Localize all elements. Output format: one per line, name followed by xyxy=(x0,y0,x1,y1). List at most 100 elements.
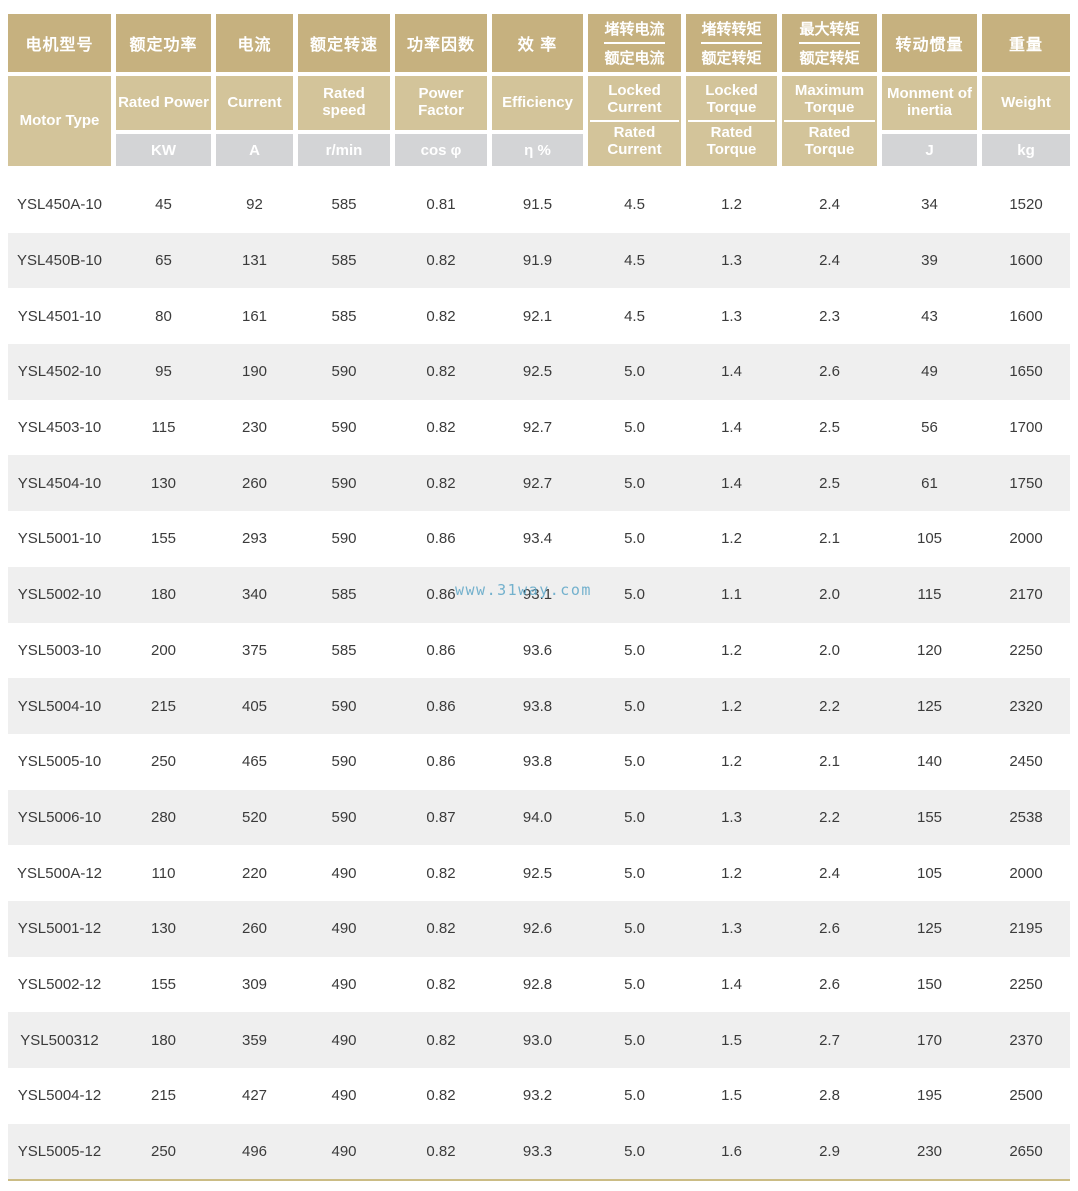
value-cell: 5.0 xyxy=(624,920,645,938)
value-cell: 250 xyxy=(150,1143,177,1161)
value-cell: 5.0 xyxy=(624,586,645,604)
value-cell: 2.8 xyxy=(819,1087,840,1105)
value-cell: 2.3 xyxy=(819,307,840,325)
value-cell: 2000 xyxy=(1009,530,1043,548)
value-cell: 1.4 xyxy=(721,363,742,381)
table-row: YSL5002-12 155 309 490 0.82 92.8 5.0 1.4 2.6 150 2… xyxy=(8,956,1070,1013)
header-efficiency-zh: 效 率 xyxy=(492,14,583,72)
value-cell: 520 xyxy=(241,808,268,826)
header-motor-type-zh: 电机型号 xyxy=(8,14,111,72)
value-cell: 93.1 xyxy=(522,586,553,604)
value-cell: 105 xyxy=(916,864,943,882)
value-cell: 1.4 xyxy=(721,474,742,492)
table-row: YSL5003-10 200 375 585 0.86 93.6 5.0 1.2 2.0 120 2… xyxy=(8,622,1070,679)
value-cell: 2.0 xyxy=(819,586,840,604)
header-label: 转动惯量 xyxy=(895,37,964,54)
header-inertia-en: Monment of inertia xyxy=(882,76,977,130)
bottom-divider xyxy=(8,1179,1070,1182)
header-label: Current xyxy=(227,93,282,111)
model-cell: YSL5003-10 xyxy=(17,641,102,659)
value-cell: 92 xyxy=(246,196,263,214)
table-row: YSL5006-10 280 520 590 0.87 94.0 5.0 1.3 2.2 155 2… xyxy=(8,789,1070,846)
value-cell: 293 xyxy=(241,530,268,548)
header-label: Weight xyxy=(1001,93,1051,111)
value-cell: 5.0 xyxy=(624,864,645,882)
header-label: 功率因数 xyxy=(406,37,475,54)
header-label: Motor Type xyxy=(19,111,100,129)
value-cell: 61 xyxy=(921,474,938,492)
value-cell: 0.82 xyxy=(426,920,456,938)
value-cell: 590 xyxy=(331,808,357,826)
value-cell: 260 xyxy=(241,474,268,492)
value-cell: 1.6 xyxy=(721,1143,742,1161)
value-cell: 1.2 xyxy=(721,641,742,659)
fraction-numerator: 最大转矩 xyxy=(799,18,860,44)
value-cell: 91.5 xyxy=(522,196,553,214)
model-cell: YSL5004-12 xyxy=(17,1087,102,1105)
value-cell: 1750 xyxy=(1009,474,1043,492)
value-cell: 1.5 xyxy=(721,1087,742,1105)
value-cell: 1.2 xyxy=(721,697,742,715)
header-rated-speed-en: Rated speed xyxy=(298,76,390,130)
value-cell: 0.82 xyxy=(426,1143,456,1161)
value-cell: 0.82 xyxy=(426,363,456,381)
value-cell: 1.4 xyxy=(721,975,742,993)
model-cell: YSL5005-10 xyxy=(17,753,102,771)
value-cell: 2.1 xyxy=(819,530,840,548)
value-cell: 43 xyxy=(921,307,938,325)
value-cell: 4.5 xyxy=(624,307,645,325)
model-cell: YSL4504-10 xyxy=(17,474,102,492)
value-cell: 215 xyxy=(150,697,177,715)
value-cell: 2.4 xyxy=(819,252,840,270)
value-cell: 359 xyxy=(241,1031,268,1049)
value-cell: 2000 xyxy=(1009,864,1043,882)
value-cell: 427 xyxy=(241,1087,268,1105)
value-cell: 0.86 xyxy=(426,753,456,771)
header-current-en: Current xyxy=(216,76,293,130)
model-cell: YSL4503-10 xyxy=(17,419,102,437)
header-label: Monment of inertia xyxy=(887,85,972,119)
value-cell: 1.3 xyxy=(721,920,742,938)
value-cell: 2.1 xyxy=(819,753,840,771)
value-cell: 2.4 xyxy=(819,196,840,214)
header-locked-current-ratio-zh: 堵转电流 额定电流 xyxy=(588,14,681,72)
model-cell: YSL450A-10 xyxy=(16,196,103,214)
value-cell: 180 xyxy=(150,586,177,604)
header-label: Rated Power xyxy=(118,93,209,111)
unit-weight: kg xyxy=(982,134,1070,166)
fraction-numerator: 堵转电流 xyxy=(604,18,665,44)
value-cell: 230 xyxy=(916,1143,943,1161)
value-cell: 2.6 xyxy=(819,920,840,938)
value-cell: 131 xyxy=(241,252,268,270)
model-cell: YSL5002-10 xyxy=(17,586,102,604)
fraction-numerator: 堵转转矩 xyxy=(701,18,762,44)
value-cell: 49 xyxy=(921,363,938,381)
value-cell: 260 xyxy=(241,920,268,938)
value-cell: 1.2 xyxy=(721,864,742,882)
value-cell: 95 xyxy=(155,363,172,381)
value-cell: 93.8 xyxy=(522,753,553,771)
value-cell: 92.7 xyxy=(522,419,553,437)
model-cell: YSL500A-12 xyxy=(16,864,103,882)
value-cell: 230 xyxy=(241,419,268,437)
header-inertia-zh: 转动惯量 xyxy=(882,14,977,72)
header-rated-power-zh: 额定功率 xyxy=(116,14,211,72)
table-row: YSL5004-10 215 405 590 0.86 93.8 5.0 1.2 2.2 125 2… xyxy=(8,678,1070,734)
header-label: 电流 xyxy=(237,37,272,54)
value-cell: 2250 xyxy=(1009,975,1043,993)
value-cell: 490 xyxy=(331,920,357,938)
value-cell: 93.2 xyxy=(522,1087,553,1105)
value-cell: 1.2 xyxy=(721,196,742,214)
table-row: YSL4501-10 80 161 585 0.82 92.1 4.5 1.3 2.3 43 160… xyxy=(8,288,1070,345)
value-cell: 130 xyxy=(150,920,177,938)
value-cell: 5.0 xyxy=(624,474,645,492)
value-cell: 2.5 xyxy=(819,474,840,492)
value-cell: 5.0 xyxy=(624,975,645,993)
value-cell: 115 xyxy=(151,419,176,437)
fraction: Maximum Torque Rated Torque xyxy=(784,83,875,158)
value-cell: 5.0 xyxy=(624,1031,645,1049)
value-cell: 1700 xyxy=(1009,419,1043,437)
value-cell: 110 xyxy=(151,864,176,882)
value-cell: 1600 xyxy=(1009,307,1043,325)
value-cell: 2.6 xyxy=(819,975,840,993)
